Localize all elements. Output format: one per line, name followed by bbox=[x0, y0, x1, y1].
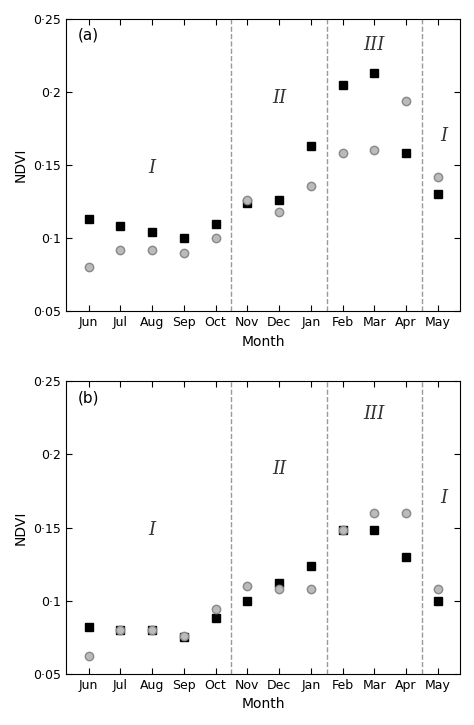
Text: II: II bbox=[272, 88, 286, 107]
Text: (b): (b) bbox=[78, 390, 100, 405]
Text: III: III bbox=[364, 405, 385, 423]
Text: (a): (a) bbox=[78, 28, 99, 43]
X-axis label: Month: Month bbox=[241, 697, 285, 711]
Text: I: I bbox=[441, 489, 448, 508]
Text: I: I bbox=[148, 159, 155, 177]
Y-axis label: NDVI: NDVI bbox=[14, 510, 28, 544]
Text: II: II bbox=[272, 460, 286, 478]
Text: I: I bbox=[441, 127, 448, 145]
X-axis label: Month: Month bbox=[241, 335, 285, 349]
Y-axis label: NDVI: NDVI bbox=[14, 148, 28, 182]
Text: III: III bbox=[364, 36, 385, 54]
Text: I: I bbox=[148, 521, 155, 539]
